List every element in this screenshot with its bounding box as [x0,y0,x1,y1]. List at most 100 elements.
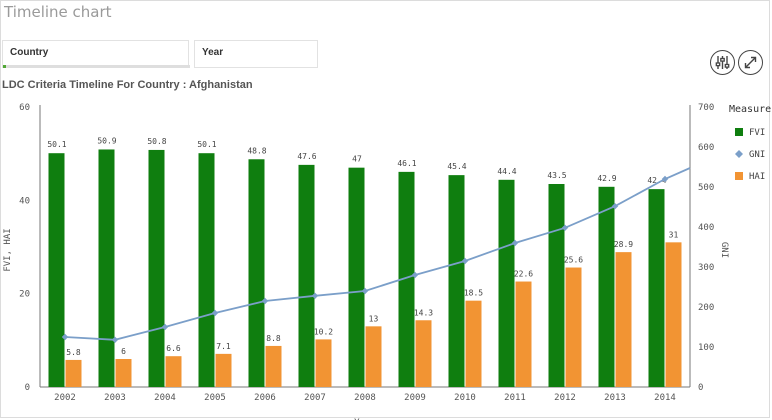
data-label-fvi: 50.1 [197,140,216,149]
gni-point [261,297,269,305]
data-label-hai: 10.2 [314,327,333,336]
gni-point [561,224,569,231]
x-axis-title: Year [354,418,376,420]
bar-hai [365,326,382,387]
data-label-hai: 31 [669,230,679,239]
gni-point [661,175,669,183]
country-selection-fill [3,65,6,68]
data-label-hai: 28.9 [614,240,633,249]
right-tick-label: 400 [698,223,714,233]
bar-hai [315,339,332,387]
gni-point [111,336,119,343]
bar-fvi [448,175,465,387]
x-tick-label: 2003 [104,393,126,403]
bar-fvi [298,164,315,387]
right-tick-label: 0 [698,383,703,393]
data-label-hai: 6 [121,347,126,356]
gni-point [411,271,419,279]
bar-fvi [198,153,215,387]
data-label-fvi: 47 [352,155,362,164]
data-label-hai: 25.6 [564,256,583,265]
data-label-fvi: 45.4 [447,162,466,171]
x-tick-label: 2007 [304,393,326,403]
x-tick-label: 2012 [554,393,576,403]
gni-point [311,292,319,299]
right-tick-label: 300 [698,263,714,273]
left-axis-title: FVI, HAI [3,228,13,271]
bar-hai [165,356,182,387]
fullscreen-button[interactable] [738,50,763,75]
bar-fvi [348,167,365,387]
x-tick-label: 2008 [354,393,376,403]
gni-point [511,239,519,247]
bar-hai [115,359,132,387]
gni-point [361,287,369,295]
bar-hai [65,359,82,387]
right-tick-label: 600 [698,143,714,153]
left-tick-label: 60 [19,103,30,113]
data-label-hai: 13 [369,314,379,323]
bar-hai [215,353,232,387]
bar-hai [565,267,582,387]
data-label-fvi: 42.9 [597,174,616,183]
sliders-icon [715,56,730,69]
gni-point [611,203,619,210]
legend-label-hai: HAI [749,172,765,182]
bar-hai [415,320,432,387]
year-filter-label: Year [202,47,224,58]
legend-swatch-gni [735,150,743,158]
gni-point [211,309,219,317]
data-label-fvi: 44.4 [497,167,516,176]
legend-swatch-hai [735,172,743,180]
year-filter[interactable]: Year [194,40,318,68]
data-label-hai: 22.6 [514,270,533,279]
bar-fvi [148,149,165,387]
bar-fvi [48,153,65,387]
bar-fvi [498,179,515,387]
data-label-fvi: 50.1 [47,140,66,149]
exploration-menu-button[interactable] [710,50,735,75]
data-label-hai: 18.5 [464,289,483,298]
x-tick-label: 2014 [654,393,676,403]
left-tick-label: 20 [19,290,30,300]
bar-fvi [548,184,565,387]
data-label-hai: 6.6 [166,344,181,353]
right-tick-label: 200 [698,303,714,313]
right-tick-label: 100 [698,343,714,353]
country-filter[interactable]: Country [2,40,190,68]
bar-hai [665,242,682,387]
country-filter-label: Country [10,47,49,58]
sheet-title: Timeline chart [4,3,112,21]
bar-hai [265,345,282,387]
right-tick-label: 500 [698,183,714,193]
data-label-fvi: 46.1 [397,159,416,168]
x-tick-label: 2009 [404,393,426,403]
gni-point [61,333,69,341]
legend-title: Measures [729,104,772,115]
bar-fvi [598,186,615,387]
left-tick-label: 0 [25,383,30,393]
right-axis-title: GNI [719,242,729,258]
data-label-fvi: 42.4 [647,176,666,185]
data-label-fvi: 48.8 [247,146,266,155]
bar-hai [515,281,532,387]
gni-point [161,323,169,331]
x-tick-label: 2004 [154,393,176,403]
right-tick-label: 700 [698,103,714,113]
data-label-hai: 7.1 [216,342,231,351]
data-label-hai: 8.8 [266,334,281,343]
chart-title: LDC Criteria Timeline For Country : Afgh… [2,79,253,91]
data-label-fvi: 43.5 [547,171,566,180]
bar-fvi [248,159,265,387]
data-label-fvi: 50.9 [97,136,116,145]
x-tick-label: 2002 [54,393,76,403]
expand-icon [744,56,757,69]
bar-fvi [648,189,665,387]
left-tick-label: 40 [19,196,30,206]
legend-swatch-fvi [735,128,743,136]
x-tick-label: 2011 [504,393,526,403]
x-tick-label: 2010 [454,393,476,403]
country-selection-bar [3,65,190,68]
